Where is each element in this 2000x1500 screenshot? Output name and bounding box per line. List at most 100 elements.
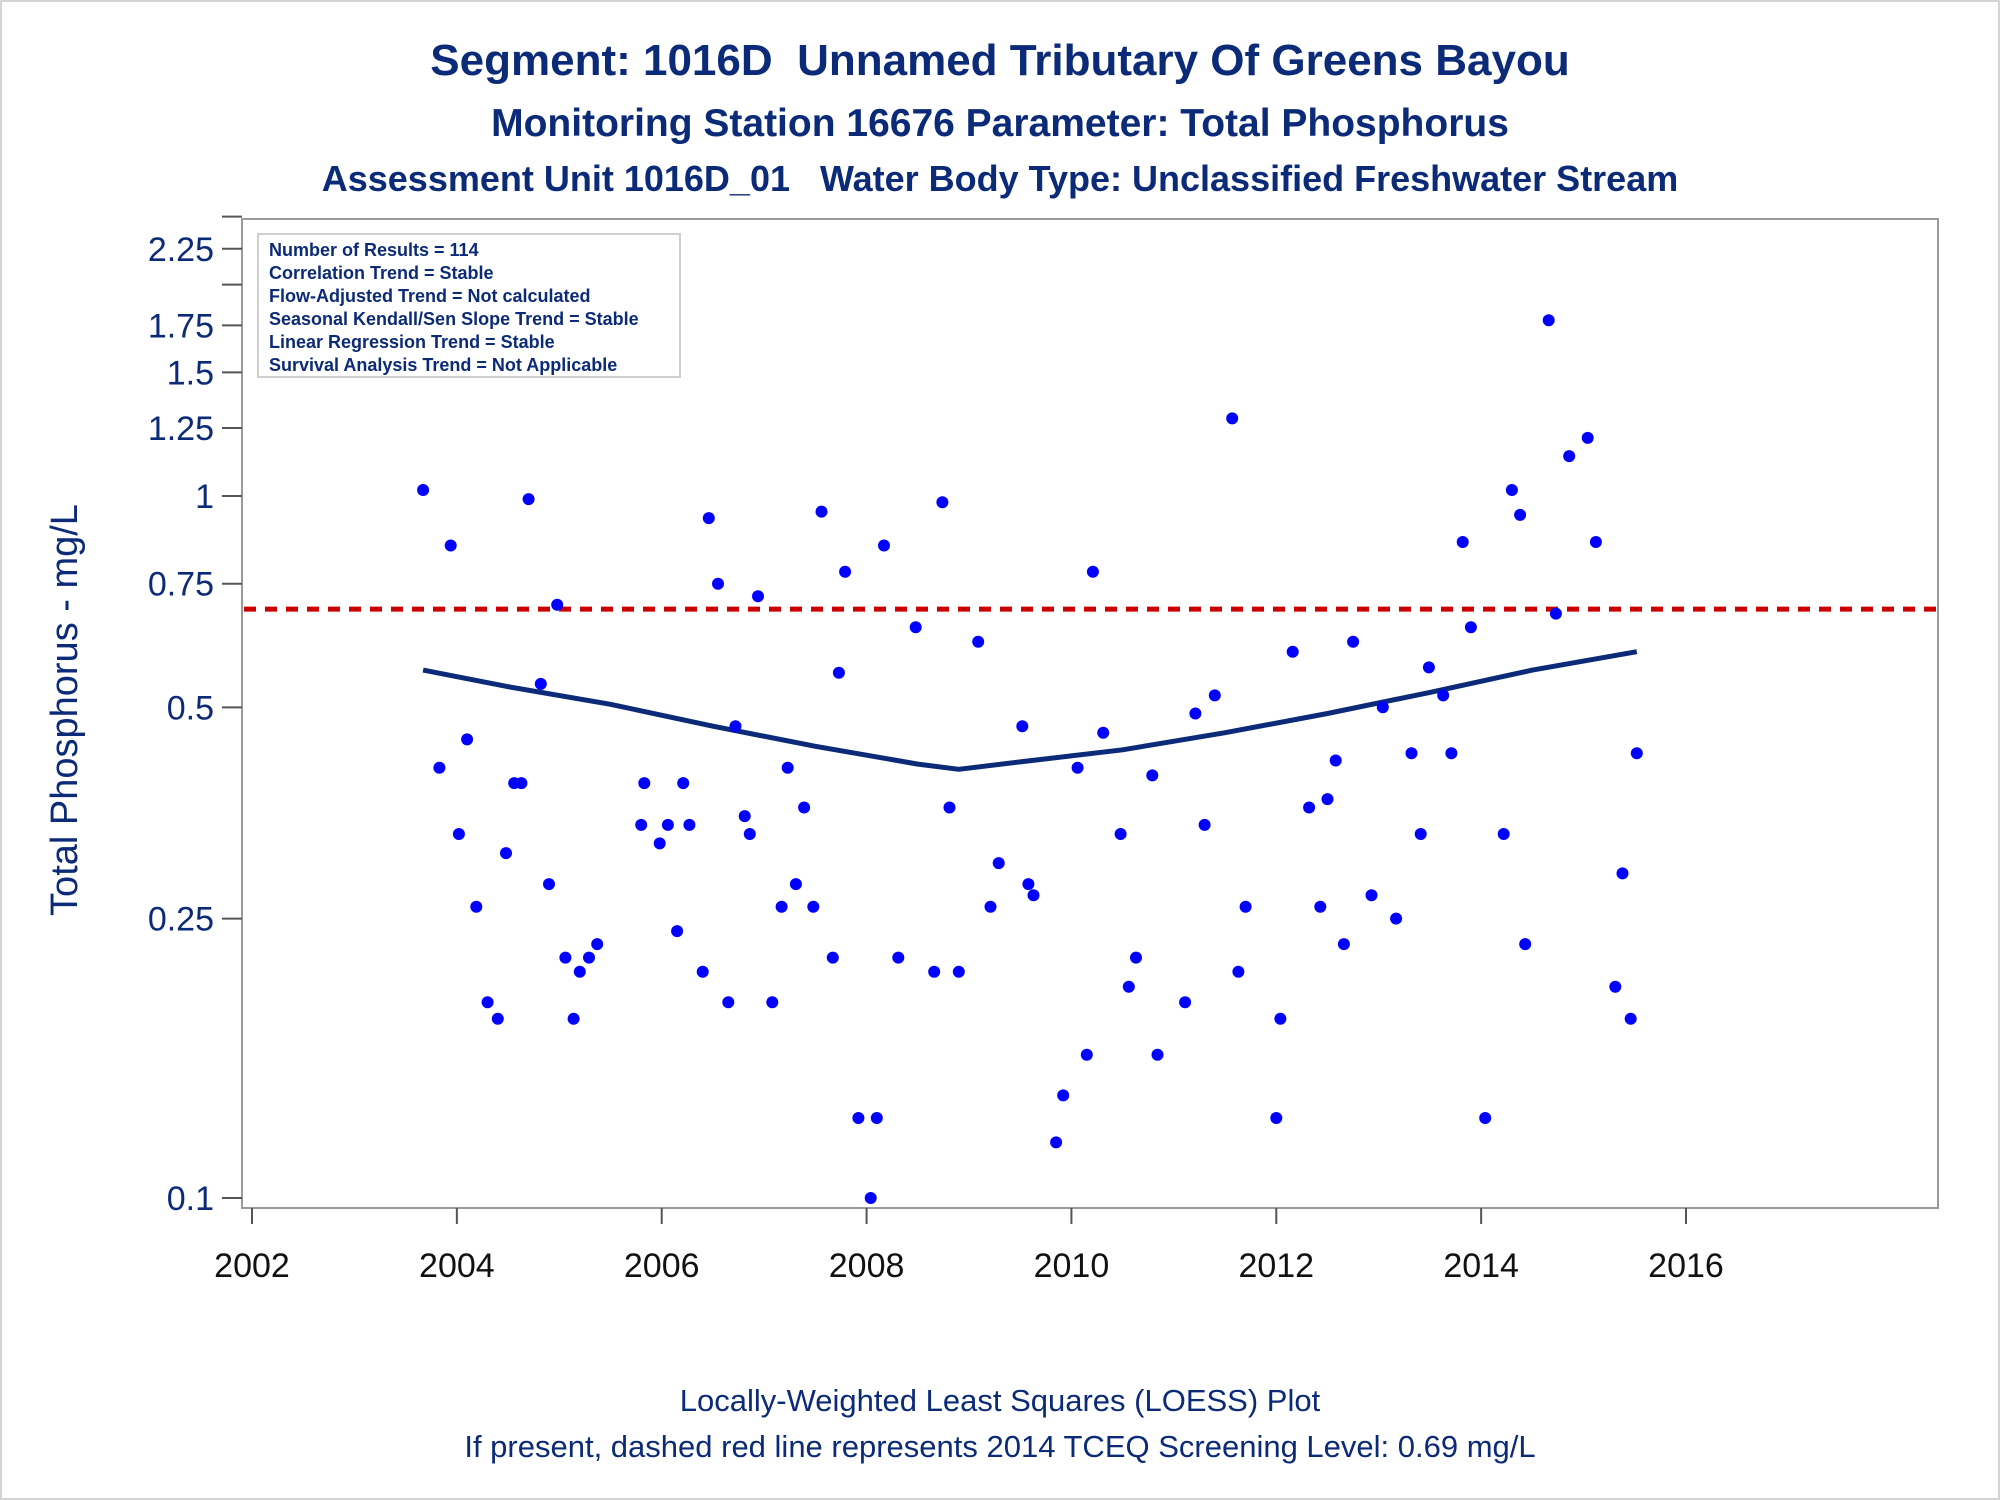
y-tick-label: 2.25	[148, 231, 214, 269]
data-point	[712, 577, 724, 590]
data-point	[1179, 996, 1192, 1009]
data-point	[1314, 900, 1327, 913]
data-point	[1563, 450, 1576, 463]
data-point	[1286, 645, 1299, 658]
data-point	[1080, 1048, 1093, 1061]
footer-note-loess: Locally-Weighted Least Squares (LOESS) P…	[679, 1383, 1321, 1418]
data-point	[515, 777, 528, 790]
stats-box	[257, 233, 681, 378]
data-point	[864, 1192, 877, 1204]
plot-area	[241, 218, 1939, 1209]
y-tick-label: 1.5	[167, 354, 214, 392]
data-point	[444, 539, 457, 552]
data-point	[661, 818, 674, 831]
data-point	[591, 938, 604, 951]
stats-line: Linear Regression Trend = Stable	[269, 332, 555, 352]
data-point	[826, 951, 839, 964]
data-point	[1097, 726, 1110, 739]
data-point	[1239, 900, 1252, 913]
data-point	[1414, 828, 1427, 840]
data-point	[567, 1012, 580, 1025]
data-point	[534, 677, 547, 690]
data-point	[1208, 689, 1221, 702]
data-point	[839, 565, 852, 578]
data-point	[1479, 1112, 1492, 1124]
data-point	[671, 925, 684, 938]
x-tick-label: 2004	[419, 1247, 495, 1285]
data-point	[1198, 818, 1211, 831]
data-point	[992, 857, 1005, 870]
x-tick-label: 2014	[1443, 1247, 1519, 1285]
data-point	[729, 720, 742, 733]
data-point	[1050, 1136, 1063, 1149]
stats-line: Flow-Adjusted Trend = Not calculated	[269, 286, 591, 306]
data-point	[1303, 801, 1316, 814]
data-point	[417, 484, 430, 496]
data-point	[952, 965, 965, 978]
y-tick-label: 1.25	[148, 410, 214, 448]
data-point	[1146, 769, 1159, 782]
data-point	[870, 1112, 883, 1124]
data-point	[1549, 607, 1562, 620]
data-point	[1122, 980, 1135, 993]
data-point	[1616, 867, 1629, 880]
data-point	[1376, 701, 1389, 714]
data-point	[1581, 431, 1594, 444]
data-point	[1071, 761, 1084, 774]
data-point	[583, 951, 595, 964]
data-point	[696, 965, 709, 978]
y-tick-label: 1	[195, 478, 214, 516]
data-point	[909, 621, 922, 634]
data-point	[984, 900, 997, 913]
data-point	[722, 996, 735, 1009]
data-point	[1456, 536, 1469, 548]
data-point	[781, 761, 794, 774]
data-point	[1086, 565, 1099, 578]
y-tick-label: 0.1	[167, 1180, 214, 1218]
data-point	[1016, 720, 1029, 733]
data-point	[1337, 938, 1350, 951]
data-point	[766, 996, 779, 1009]
data-point	[638, 777, 651, 790]
data-point	[1347, 635, 1360, 648]
data-point	[635, 818, 648, 831]
data-point	[943, 801, 956, 814]
x-tick-label: 2008	[829, 1247, 905, 1285]
data-point	[892, 951, 905, 964]
data-point	[1519, 938, 1532, 951]
data-point	[878, 539, 890, 552]
data-point	[522, 493, 535, 506]
data-point	[470, 900, 483, 913]
data-point	[1589, 536, 1602, 548]
data-point	[1130, 951, 1142, 964]
x-tick-label: 2012	[1238, 1247, 1314, 1285]
data-point	[551, 598, 564, 611]
stats-line: Number of Results = 114	[269, 240, 479, 260]
data-point	[1027, 889, 1040, 902]
y-tick-label: 0.75	[148, 566, 214, 604]
data-point	[677, 777, 690, 790]
data-point	[1390, 912, 1403, 925]
data-point	[1329, 754, 1342, 767]
x-tick-label: 2006	[624, 1247, 700, 1285]
data-point	[1365, 889, 1378, 902]
data-point	[1624, 1012, 1637, 1025]
data-point	[1270, 1112, 1283, 1124]
data-point	[775, 900, 788, 913]
data-point	[500, 847, 512, 860]
data-point	[852, 1112, 865, 1124]
data-point	[543, 878, 555, 891]
data-point	[481, 996, 494, 1009]
y-tick-label: 0.25	[148, 901, 214, 939]
x-tick-label: 2016	[1648, 1247, 1724, 1285]
data-point	[1226, 412, 1239, 425]
data-point	[928, 965, 941, 978]
data-point	[832, 666, 845, 679]
stats-line: Correlation Trend = Stable	[269, 263, 494, 283]
data-point	[491, 1012, 504, 1025]
data-point	[452, 828, 465, 840]
data-point	[1114, 828, 1127, 840]
data-point	[1057, 1089, 1070, 1102]
stats-line: Seasonal Kendall/Sen Slope Trend = Stabl…	[269, 309, 639, 329]
footer-note-screening: If present, dashed red line represents 2…	[464, 1429, 1536, 1464]
